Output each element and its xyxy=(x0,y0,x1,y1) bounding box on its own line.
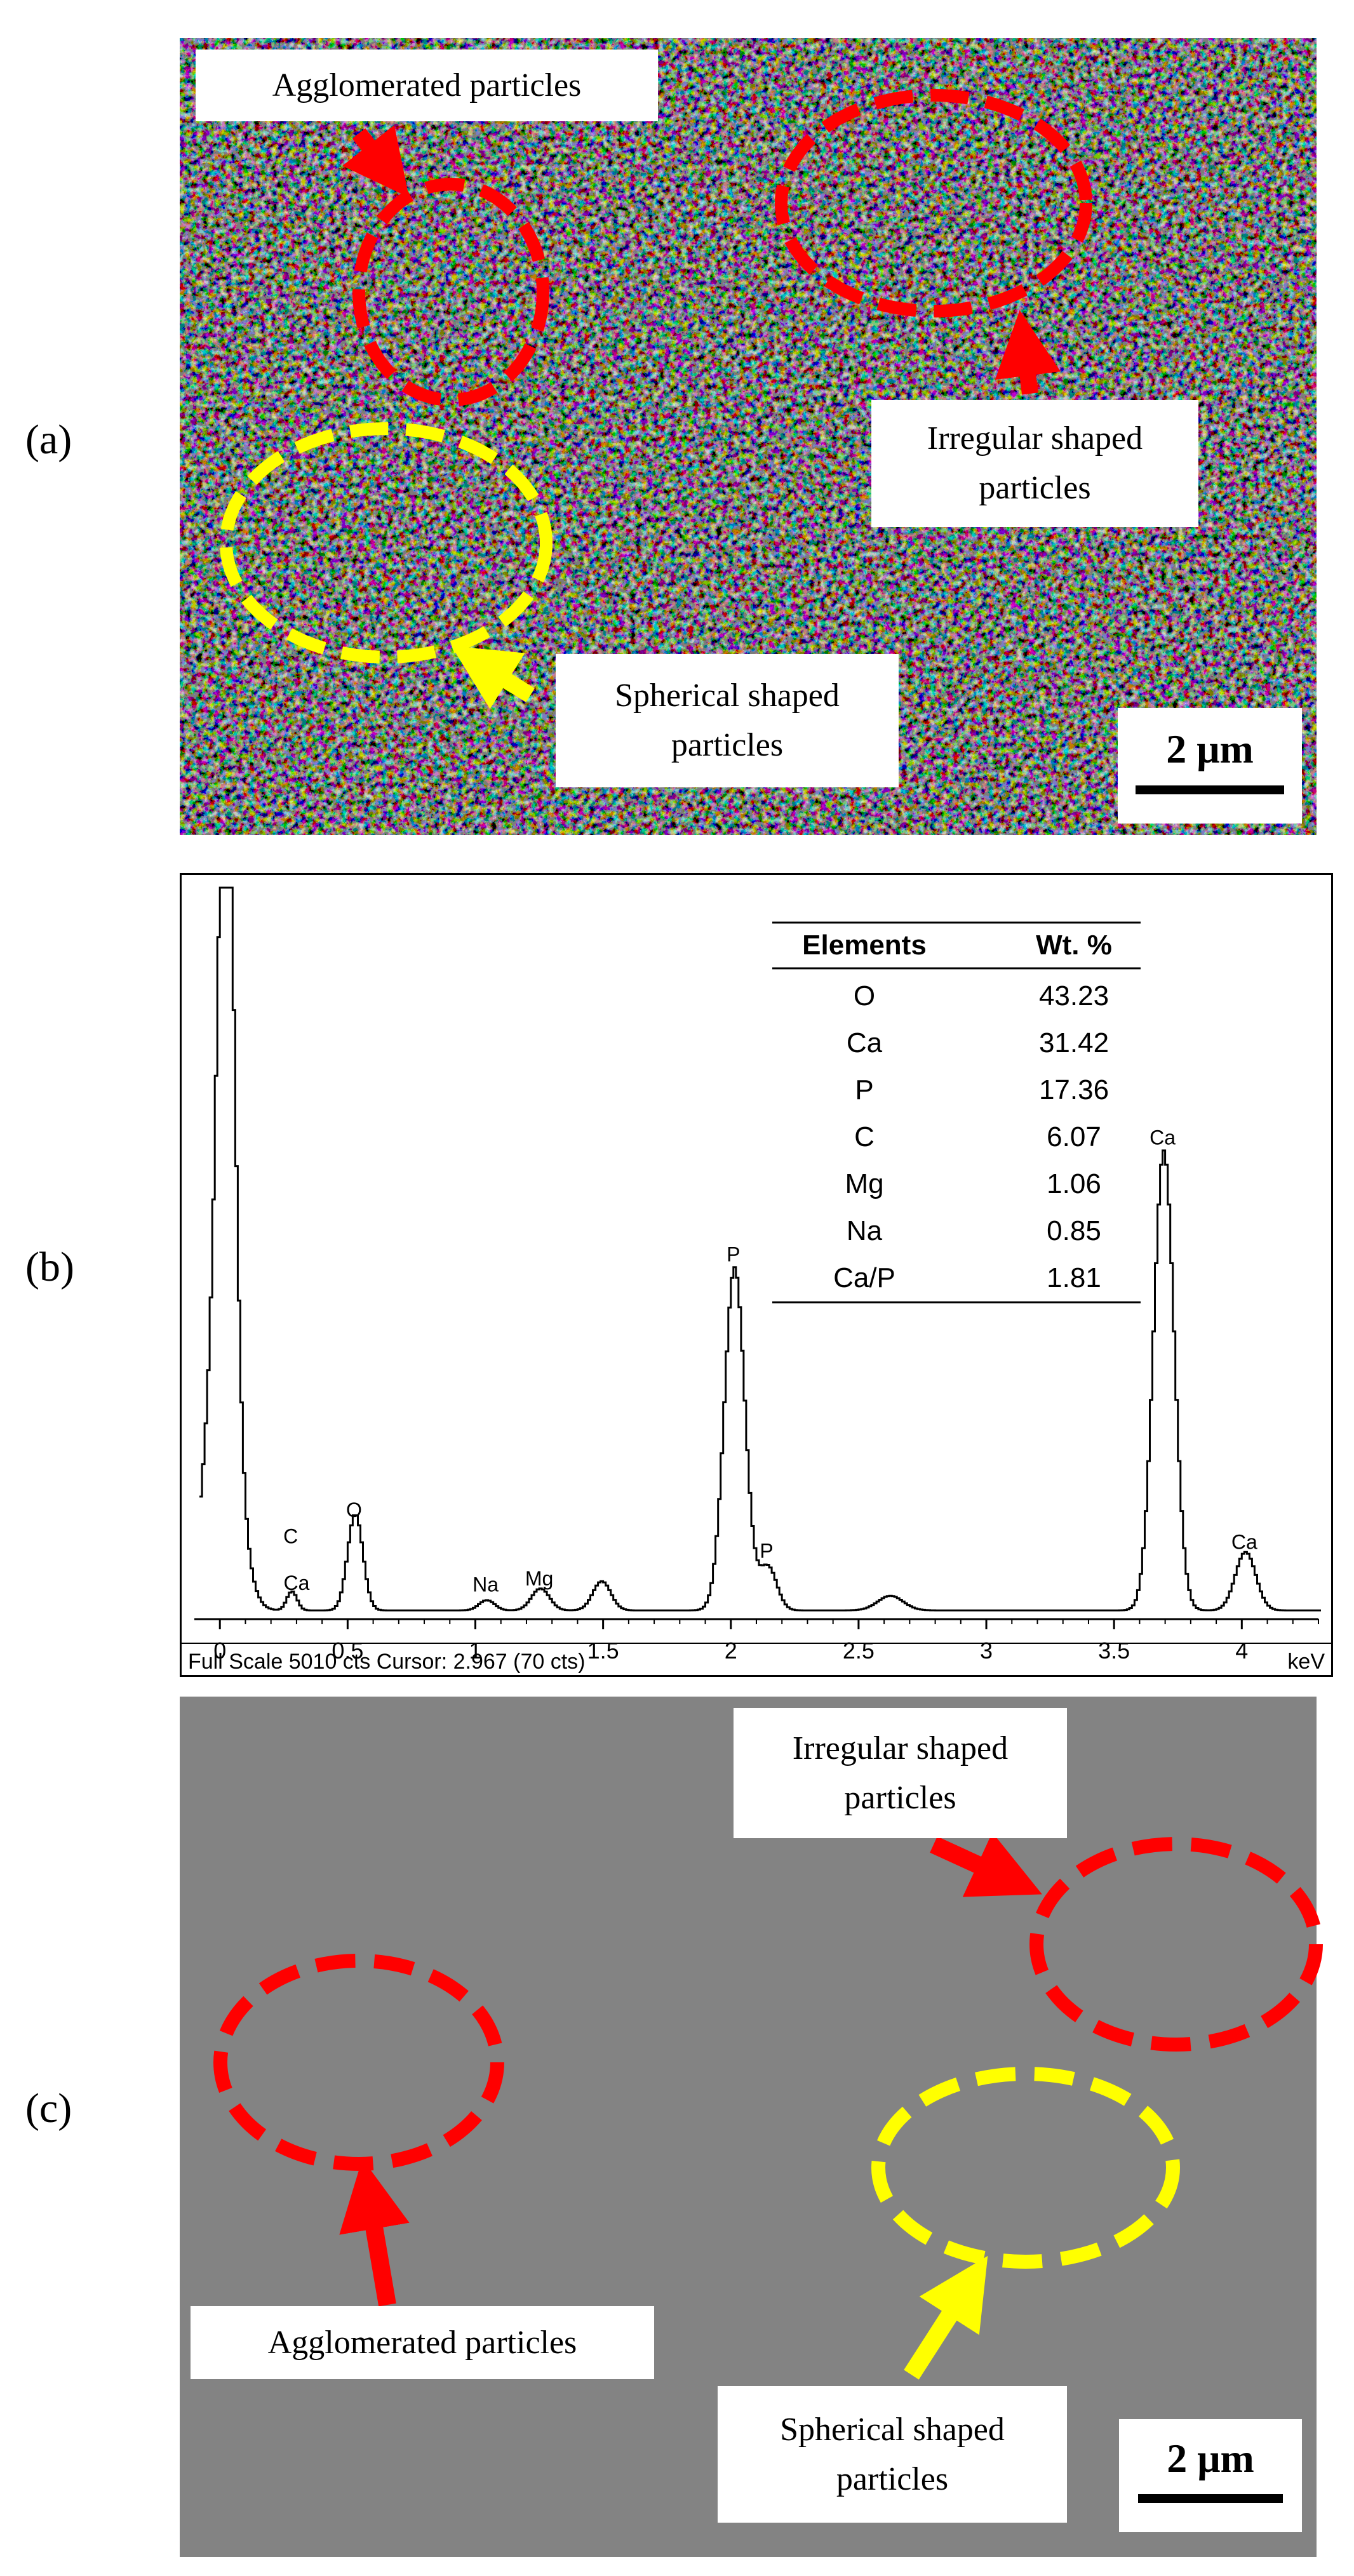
table-cell: P xyxy=(855,1074,873,1105)
scale-bar-box-c: 2 μm xyxy=(1119,2419,1302,2532)
panel-label-b: (b) xyxy=(25,1244,74,1290)
table-cell: 43.23 xyxy=(1039,980,1109,1011)
label-agglomerated-a: Agglomerated particles xyxy=(196,50,658,121)
peak-label: P xyxy=(727,1243,740,1266)
x-tick-label: 3.5 xyxy=(1098,1638,1130,1664)
peak-label: Mg xyxy=(525,1567,553,1590)
table-cell: O xyxy=(854,980,875,1011)
label-irregular-a: Irregular shaped particles xyxy=(871,400,1198,527)
table-cell: 1.06 xyxy=(1047,1168,1101,1199)
eds-spectrum: 0 0.5 1 1.5 2 2.5 3 3.5 4 Full Scale 5010 cts Cur… xyxy=(180,873,1333,1677)
x-tick-label: 0.5 xyxy=(332,1638,363,1664)
table-header: Wt. % xyxy=(1036,930,1112,961)
panel-label-c: (c) xyxy=(25,2085,72,2132)
peak-label: C xyxy=(283,1525,298,1547)
peak-label: Na xyxy=(473,1573,499,1596)
scale-bar-c xyxy=(1138,2494,1283,2503)
spectrum-line xyxy=(199,886,1321,1612)
x-tick-label: 2.5 xyxy=(843,1638,875,1664)
x-tick-label: 4 xyxy=(1235,1638,1248,1664)
table-cell: Na xyxy=(847,1215,883,1246)
eds-chart-svg: 0 0.5 1 1.5 2 2.5 3 3.5 4 Full Scale 5010 cts Cur… xyxy=(182,886,1331,1674)
x-tick-label: 1.5 xyxy=(587,1638,619,1664)
table-cell: Mg xyxy=(845,1168,883,1199)
x-tick-label: 1 xyxy=(469,1638,481,1664)
table-cell: 0.85 xyxy=(1047,1215,1101,1246)
label-spherical-a: Spherical shaped particles xyxy=(556,654,899,787)
scale-label-a: 2 μm xyxy=(1166,726,1254,771)
scale-bar-a xyxy=(1136,785,1284,794)
table-cell: 17.36 xyxy=(1039,1074,1109,1105)
table-cell: C xyxy=(854,1121,875,1152)
panel-label-a: (a) xyxy=(25,417,72,463)
table-cell: Ca xyxy=(847,1027,883,1058)
x-axis-unit: keV xyxy=(1287,1650,1325,1674)
peak-label: Ca xyxy=(1231,1531,1257,1554)
x-tick-label: 3 xyxy=(980,1638,993,1664)
footer-text: Full Scale 5010 cts Cursor: 2.967 (70 ct… xyxy=(188,1650,586,1674)
scale-label-c: 2 μm xyxy=(1167,2436,1254,2481)
table-cell: Ca/P xyxy=(833,1262,895,1293)
label-agglomerated-c: Agglomerated particles xyxy=(191,2306,654,2379)
x-tick-label: 2 xyxy=(725,1638,737,1664)
table-cell: 1.81 xyxy=(1047,1262,1101,1293)
label-irregular-c: Irregular shaped particles xyxy=(734,1708,1067,1838)
peak-label: Ca xyxy=(283,1572,309,1594)
table-cell: 6.07 xyxy=(1047,1121,1101,1152)
peak-label: O xyxy=(346,1498,362,1521)
peak-label: Ca xyxy=(1150,1126,1176,1149)
table-header: Elements xyxy=(802,930,927,961)
table-cell: 31.42 xyxy=(1039,1027,1109,1058)
peak-label: P xyxy=(760,1539,773,1562)
x-tick-label: 0 xyxy=(213,1638,226,1664)
scale-bar-box-a: 2 μm xyxy=(1118,708,1302,824)
label-spherical-c: Spherical shaped particles xyxy=(718,2386,1067,2523)
